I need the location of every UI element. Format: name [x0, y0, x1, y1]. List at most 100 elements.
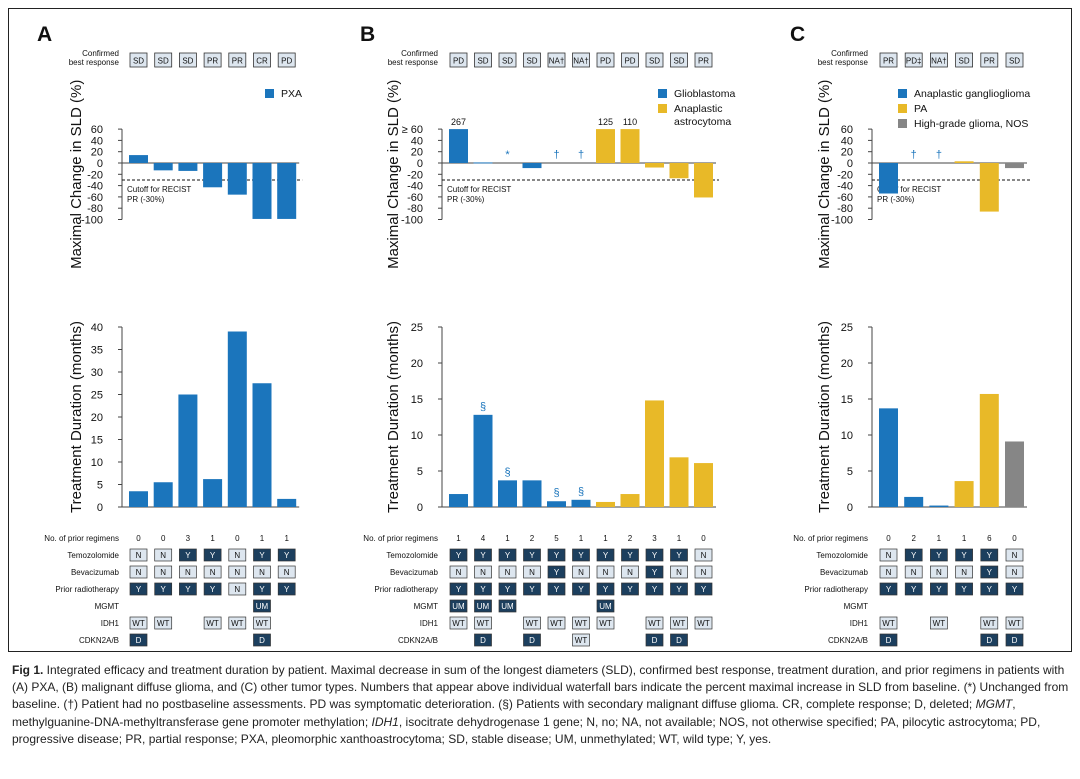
- prior-regimens-count: 1: [579, 534, 584, 543]
- table-cell-text: N: [284, 568, 290, 577]
- legend-label: Anaplastic: [674, 103, 722, 115]
- table-cell: [154, 582, 173, 596]
- table-cell-text: N: [136, 568, 142, 577]
- table-cell-text: D: [986, 636, 992, 645]
- sld-value-label: 110: [623, 117, 637, 127]
- best-response-text: PR: [984, 57, 995, 66]
- cutoff-label: Cutoff for RECIST: [447, 185, 511, 194]
- table-cell: [253, 565, 271, 579]
- table-cell-text: N: [603, 568, 609, 577]
- caption-label: Fig 1.: [12, 663, 44, 677]
- table-cell: [670, 616, 688, 630]
- y-tick-label-bottom: 40: [91, 322, 103, 334]
- figure-caption: Fig 1. Integrated efficacy and treatment…: [12, 662, 1070, 748]
- y-tick-label-top: -60: [407, 192, 423, 204]
- table-cell: [129, 633, 148, 647]
- sld-bar: [129, 155, 148, 163]
- table-cell-text: D: [136, 636, 142, 645]
- best-response-box: [154, 52, 173, 68]
- prior-regimens-count: 1: [937, 534, 942, 543]
- table-cell: [253, 616, 271, 630]
- best-response-text: PD: [624, 57, 635, 66]
- table-cell: [449, 599, 468, 613]
- table-cell-text: Y: [136, 585, 142, 594]
- y-tick-label-top: 0: [417, 158, 423, 170]
- table-cell: [1005, 582, 1024, 596]
- best-response-box: [879, 52, 898, 68]
- table-row-label: MGMT: [414, 602, 439, 611]
- sld-bar: [522, 163, 542, 169]
- duration-bar: [1005, 441, 1024, 507]
- table-row-label: CDKN2A/B: [79, 636, 119, 645]
- table-cell: [547, 582, 566, 596]
- table-cell: [596, 616, 615, 630]
- table-cell: [498, 599, 517, 613]
- table-row-label: No. of prior regimens: [363, 534, 438, 543]
- y-tick-label-top: -40: [87, 181, 103, 193]
- table-cell: [904, 565, 923, 579]
- best-response-box: [498, 52, 517, 68]
- table-cell: [154, 565, 173, 579]
- best-response-box: [203, 52, 222, 68]
- best-response-text: PD: [281, 57, 292, 66]
- table-cell-text: Y: [961, 585, 967, 594]
- table-cell-text: WT: [933, 619, 946, 628]
- table-cell-text: N: [627, 568, 633, 577]
- best-response-box: [980, 52, 999, 68]
- table-cell: [980, 633, 999, 647]
- table-row-label: Temozolomide: [67, 551, 119, 560]
- table-cell: [980, 565, 999, 579]
- table-cell-text: WT: [697, 619, 710, 628]
- caption-text-3: , isocitrate dehydrogenase 1 gene; N, no…: [12, 714, 1041, 746]
- prior-regimens-count: 1: [456, 534, 461, 543]
- table-cell-text: D: [259, 636, 265, 645]
- best-response-text: SD: [959, 57, 970, 66]
- table-row-label: CDKN2A/B: [398, 636, 438, 645]
- table-cell: [449, 582, 468, 596]
- table-cell-text: WT: [575, 619, 588, 628]
- prior-regimens-count: 1: [962, 534, 967, 543]
- table-cell: [547, 616, 566, 630]
- y-axis-label-duration: Treatment Duration (months): [385, 321, 402, 513]
- table-cell: [694, 548, 713, 562]
- y-tick-label-bottom: 0: [97, 502, 103, 514]
- cutoff-label: Cutoff for RECIST: [127, 185, 191, 194]
- table-row-label: Bevacizumab: [820, 568, 869, 577]
- duration-bar: [979, 393, 999, 507]
- y-tick-label-bottom: 25: [411, 322, 423, 334]
- y-tick-label-bottom: 20: [841, 358, 853, 370]
- table-row-label: IDH1: [420, 619, 439, 628]
- y-tick-label-top: -20: [837, 169, 853, 181]
- table-cell-text: WT: [256, 619, 269, 628]
- best-response-label-1: Confirmed: [401, 49, 438, 58]
- y-tick-label-top: 0: [97, 158, 103, 170]
- legend-label: astrocytoma: [674, 116, 731, 128]
- table-cell: [498, 548, 517, 562]
- duration-bar: [252, 383, 272, 507]
- table-cell: [179, 582, 197, 596]
- table-cell: [253, 599, 271, 613]
- y-tick-label-bottom: 0: [417, 502, 423, 514]
- panel-letter: A: [37, 23, 52, 46]
- y-tick-label-top: -60: [837, 192, 853, 204]
- table-cell-text: UM: [501, 602, 514, 611]
- table-cell: [645, 633, 664, 647]
- table-cell-text: Y: [578, 551, 584, 560]
- best-response-label-2: best response: [69, 58, 120, 67]
- legend-swatch: [898, 119, 907, 128]
- table-cell: [129, 548, 148, 562]
- duration-bar: [277, 498, 297, 507]
- table-cell: [228, 565, 247, 579]
- table-cell: [879, 565, 898, 579]
- table-cell-text: Y: [259, 551, 265, 560]
- y-tick-label-top: -20: [87, 169, 103, 181]
- table-cell: [129, 616, 148, 630]
- table-cell-text: Y: [210, 585, 216, 594]
- table-row-label: IDH1: [850, 619, 869, 628]
- table-cell: [449, 548, 468, 562]
- best-response-box: [670, 52, 688, 68]
- legend-label: Anaplastic ganglioglioma: [914, 88, 1030, 100]
- table-cell: [879, 616, 898, 630]
- table-cell-text: N: [911, 568, 917, 577]
- y-tick-label-bottom: 10: [841, 430, 853, 442]
